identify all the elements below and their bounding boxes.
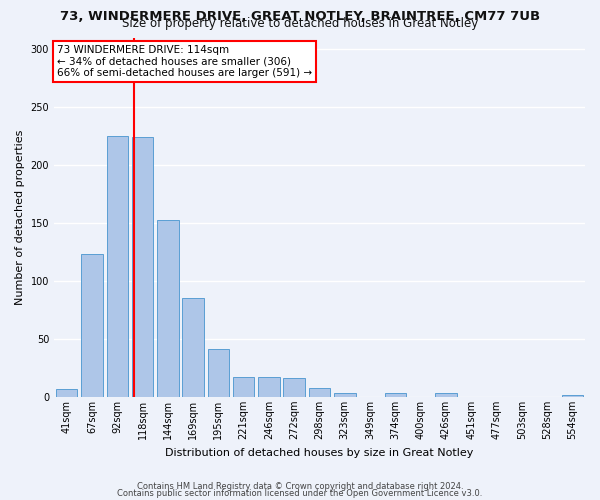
Bar [283, 378, 305, 397]
Bar [157, 220, 179, 397]
Bar [258, 377, 280, 397]
Text: 73, WINDERMERE DRIVE, GREAT NOTLEY, BRAINTREE, CM77 7UB: 73, WINDERMERE DRIVE, GREAT NOTLEY, BRAI… [60, 10, 540, 23]
Bar [182, 298, 204, 397]
Bar [562, 394, 583, 397]
Text: 73 WINDERMERE DRIVE: 114sqm
← 34% of detached houses are smaller (306)
66% of se: 73 WINDERMERE DRIVE: 114sqm ← 34% of det… [56, 44, 312, 78]
X-axis label: Distribution of detached houses by size in Great Notley: Distribution of detached houses by size … [166, 448, 474, 458]
Bar [132, 137, 153, 397]
Y-axis label: Number of detached properties: Number of detached properties [15, 130, 25, 305]
Bar [107, 136, 128, 397]
Text: Contains HM Land Registry data © Crown copyright and database right 2024.: Contains HM Land Registry data © Crown c… [137, 482, 463, 491]
Bar [81, 254, 103, 397]
Bar [208, 350, 229, 397]
Bar [334, 394, 356, 397]
Bar [385, 394, 406, 397]
Text: Contains public sector information licensed under the Open Government Licence v3: Contains public sector information licen… [118, 488, 482, 498]
Bar [435, 394, 457, 397]
Bar [233, 377, 254, 397]
Bar [56, 389, 77, 397]
Text: Size of property relative to detached houses in Great Notley: Size of property relative to detached ho… [122, 18, 478, 30]
Bar [309, 388, 330, 397]
